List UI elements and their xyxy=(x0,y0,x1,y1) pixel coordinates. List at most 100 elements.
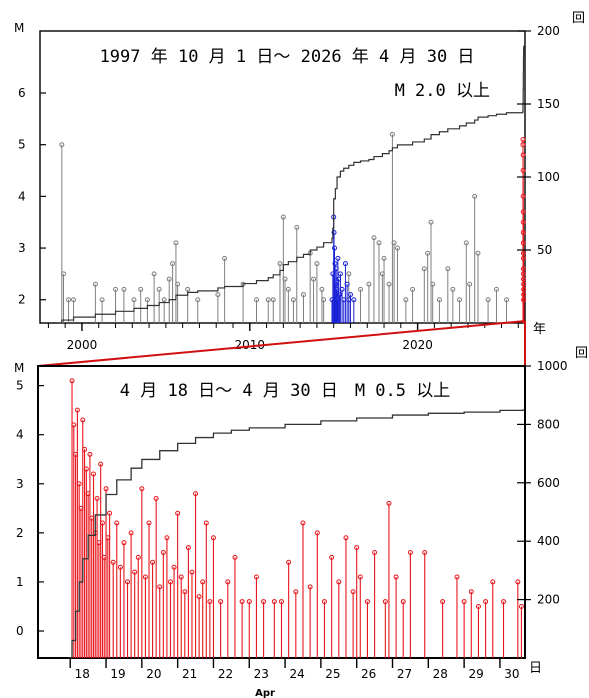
x-tick-label: 21 xyxy=(182,667,197,681)
event-marker xyxy=(153,496,159,502)
event-marker xyxy=(445,266,451,272)
event-stem xyxy=(293,589,299,658)
event-stem xyxy=(107,510,113,658)
event-marker xyxy=(357,574,363,580)
event-marker xyxy=(332,261,338,267)
event-marker xyxy=(151,271,157,277)
event-marker xyxy=(335,255,341,261)
event-stem xyxy=(232,554,238,658)
event-marker xyxy=(521,281,527,287)
event-stem xyxy=(463,240,469,323)
event-marker xyxy=(461,599,467,605)
bottom-y-axis-label: M xyxy=(14,361,24,375)
event-stem xyxy=(157,584,163,658)
event-marker xyxy=(521,297,527,303)
x-tick-label: 25 xyxy=(325,667,340,681)
event-stem xyxy=(311,276,317,323)
event-marker xyxy=(467,281,473,287)
event-marker xyxy=(178,574,184,580)
event-stem xyxy=(171,564,177,658)
event-marker xyxy=(207,599,213,605)
event-stem xyxy=(335,255,341,323)
event-stem xyxy=(265,297,271,323)
event-stem xyxy=(146,520,152,658)
event-stem xyxy=(71,422,77,658)
event-stem xyxy=(113,286,119,323)
event-marker xyxy=(157,584,163,590)
event-stem xyxy=(425,250,431,323)
event-stem xyxy=(207,599,213,658)
event-marker xyxy=(59,142,65,148)
event-stem xyxy=(454,574,460,658)
event-stem xyxy=(457,297,463,323)
event-marker xyxy=(520,230,526,236)
event-marker xyxy=(167,579,173,585)
event-stem xyxy=(440,599,446,658)
event-stem xyxy=(200,579,206,658)
event-stem xyxy=(332,245,338,323)
event-stem xyxy=(135,554,141,658)
bottom-cumulative-count-line xyxy=(68,409,524,659)
event-stem xyxy=(142,574,148,658)
event-marker xyxy=(99,520,105,526)
event-stem xyxy=(436,297,442,323)
event-marker xyxy=(463,240,469,246)
x-tick-label: 22 xyxy=(218,667,233,681)
event-stem xyxy=(483,599,489,658)
event-marker xyxy=(364,599,370,605)
event-marker xyxy=(128,530,134,536)
event-stem xyxy=(175,510,181,658)
event-stem xyxy=(347,292,353,323)
event-marker xyxy=(468,589,474,595)
event-stem xyxy=(178,574,184,658)
event-marker xyxy=(182,589,188,595)
event-stem xyxy=(279,599,284,658)
event-stem xyxy=(472,193,478,323)
event-stem xyxy=(394,245,400,323)
event-stem xyxy=(76,481,82,658)
event-marker xyxy=(138,286,144,292)
event-stem xyxy=(99,520,105,658)
y2-tick-label: 1000 xyxy=(537,359,568,373)
event-marker xyxy=(386,281,392,287)
event-marker xyxy=(436,297,442,303)
event-marker xyxy=(342,261,348,267)
top-plot-frame xyxy=(39,30,526,324)
event-marker xyxy=(293,589,299,595)
event-stem xyxy=(215,292,221,323)
event-marker xyxy=(407,549,413,555)
event-stem xyxy=(203,520,209,658)
event-stem xyxy=(99,297,105,323)
top-y2-axis-label: 回 xyxy=(572,11,585,26)
event-stem xyxy=(336,579,342,658)
event-marker xyxy=(280,214,286,220)
event-marker xyxy=(354,545,360,551)
x-tick-label: 29 xyxy=(468,667,483,681)
event-stem xyxy=(60,271,66,323)
y-tick-label: 2 xyxy=(18,293,26,307)
event-stem xyxy=(270,297,276,323)
event-stem xyxy=(344,281,350,323)
event-stem xyxy=(467,281,473,323)
x-tick-label: 18 xyxy=(75,667,90,681)
event-stem xyxy=(445,266,451,323)
event-marker xyxy=(76,481,82,487)
event-stem xyxy=(366,281,372,323)
event-stem xyxy=(253,297,259,323)
event-marker xyxy=(440,599,446,605)
event-marker xyxy=(98,461,104,467)
event-stem xyxy=(501,599,507,658)
event-stem xyxy=(339,286,345,323)
event-stem xyxy=(161,297,167,323)
x-tick-label: 30 xyxy=(504,667,519,681)
event-marker xyxy=(520,193,526,199)
event-marker xyxy=(428,219,434,225)
event-stem xyxy=(393,574,399,658)
event-marker xyxy=(175,510,181,516)
event-marker xyxy=(142,574,148,580)
event-marker xyxy=(290,297,296,303)
bottom-x-axis-label: Apr xyxy=(255,688,275,698)
event-marker xyxy=(196,594,202,600)
event-marker xyxy=(321,297,327,303)
event-stem xyxy=(170,261,176,323)
